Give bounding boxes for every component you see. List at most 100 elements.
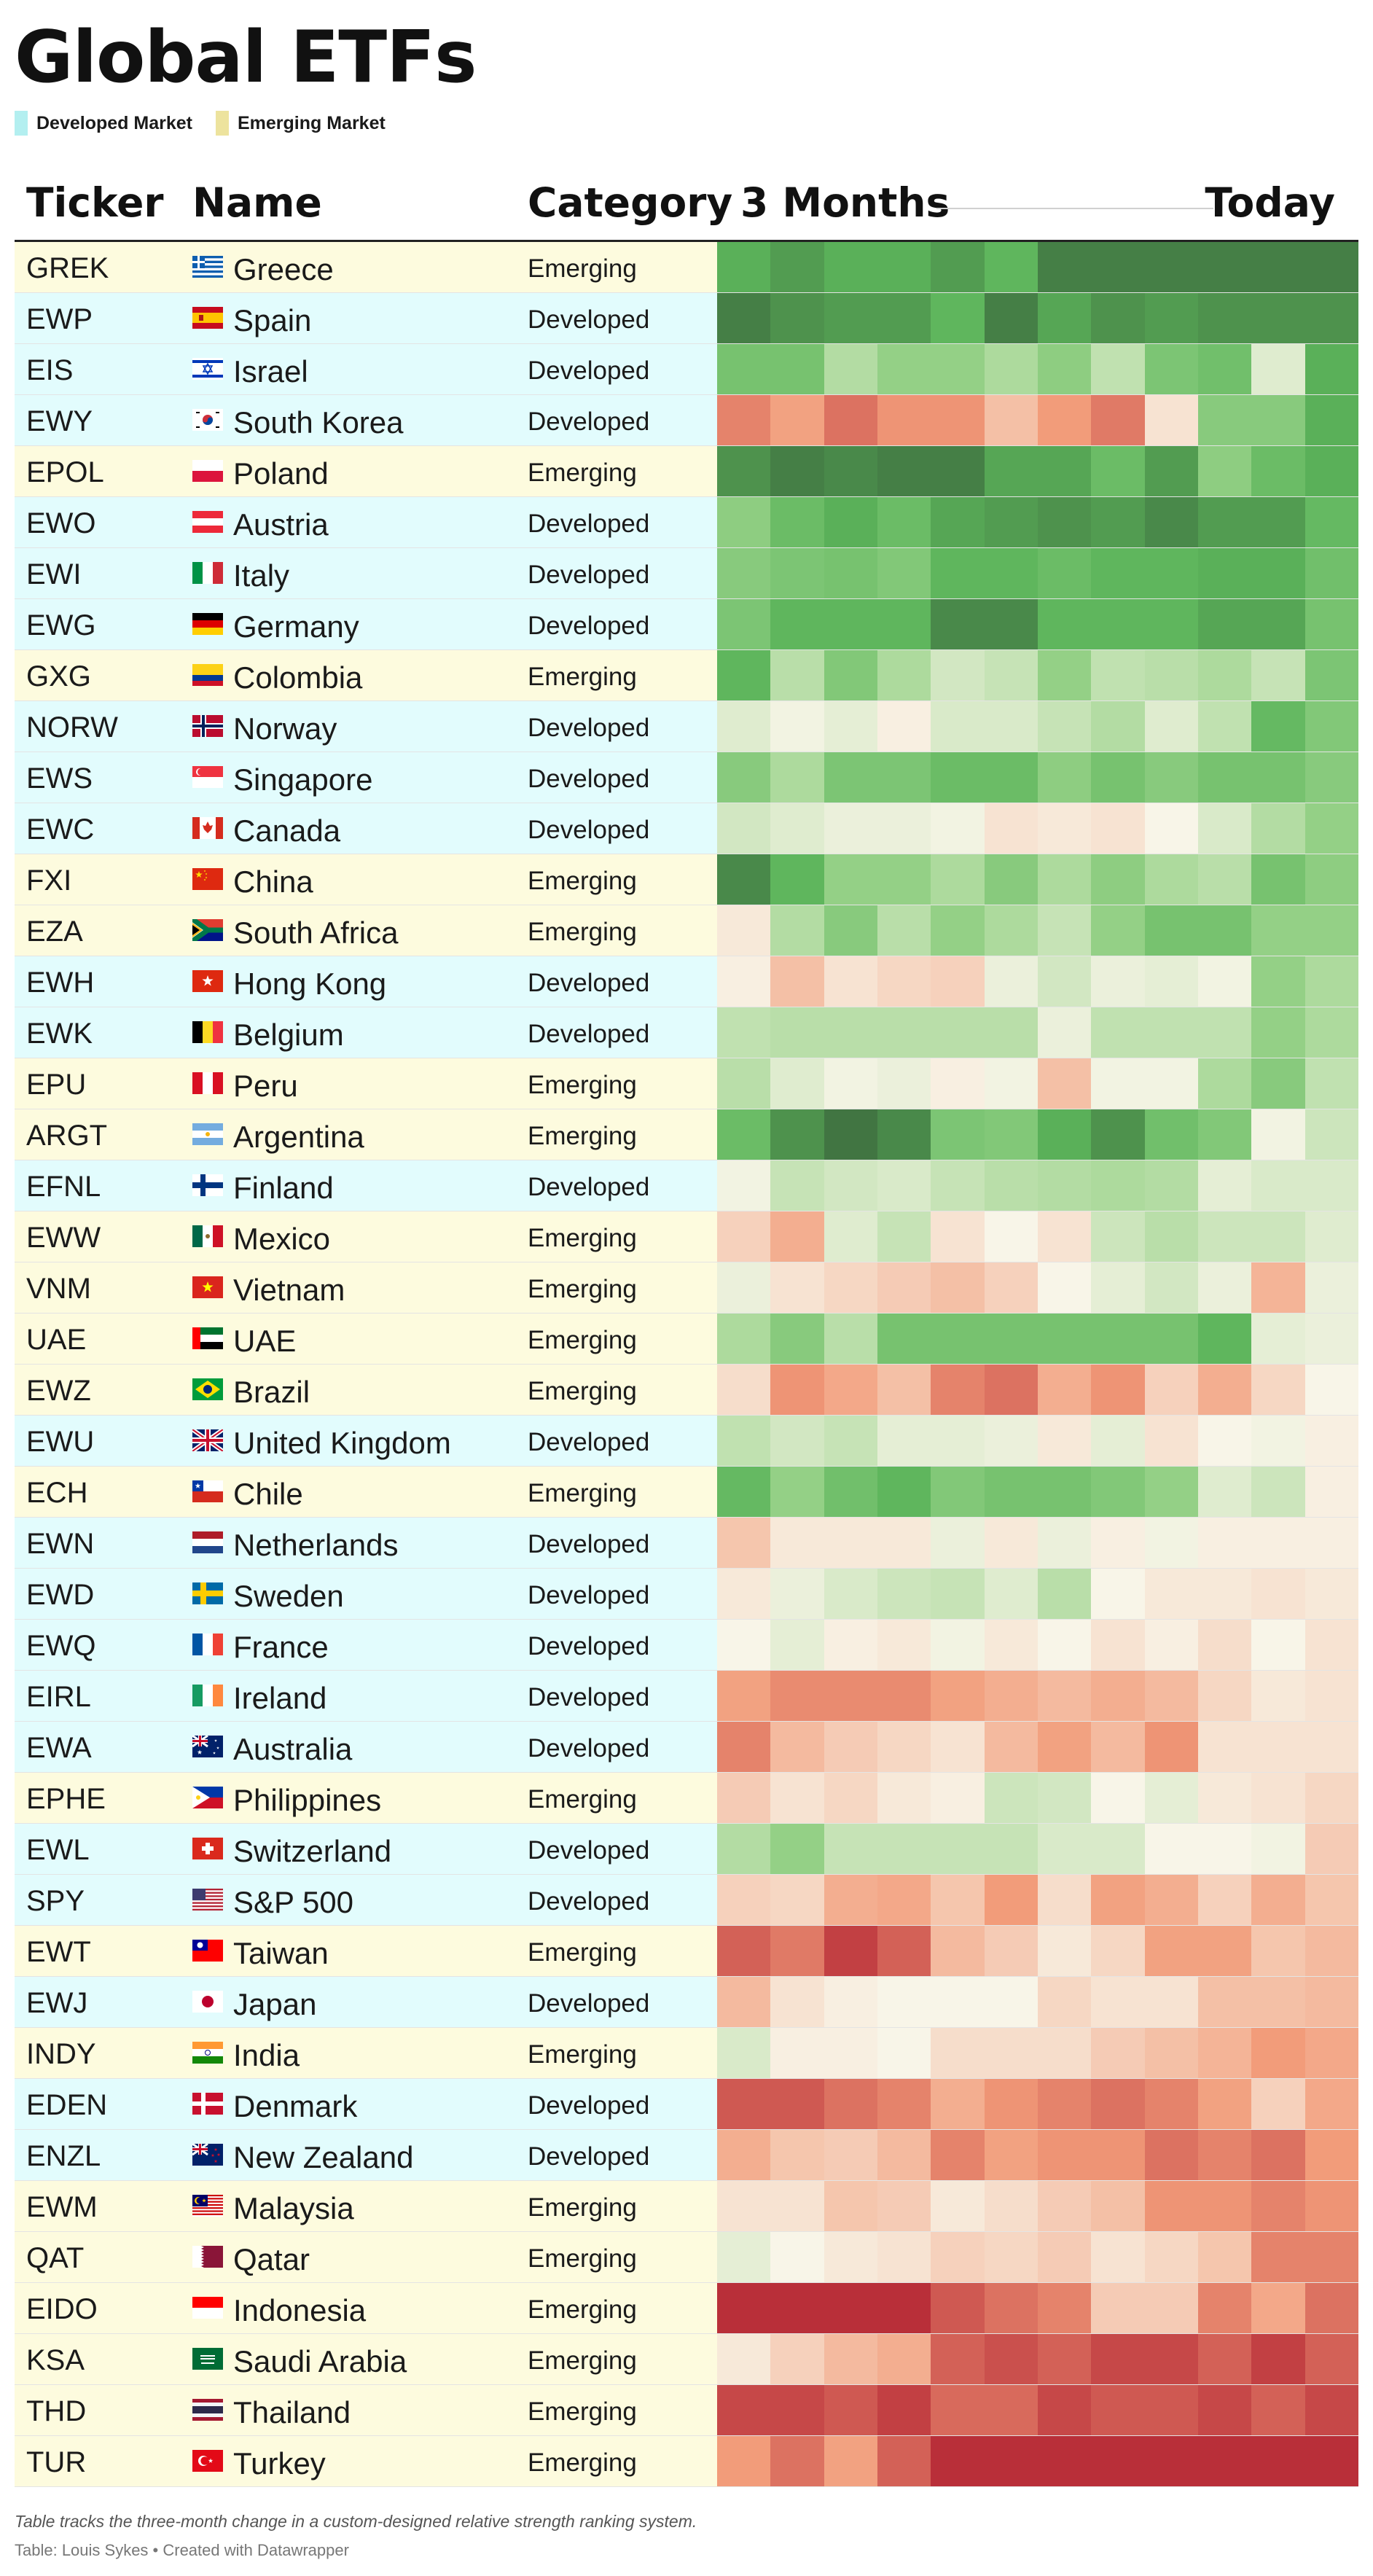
heatmap-cell	[1144, 1365, 1198, 1415]
heatmap-cell	[717, 854, 771, 905]
heatmap-cell	[1251, 1620, 1305, 1670]
row-background	[15, 2079, 717, 2129]
row-background	[15, 1977, 717, 2027]
qa-flag-icon	[192, 2246, 223, 2268]
legend-label-emerging: Emerging Market	[237, 112, 386, 133]
category-cell: Emerging	[528, 1785, 637, 1814]
heatmap-cell	[824, 1160, 877, 1211]
heatmap-cell	[931, 2385, 985, 2435]
category-cell: Developed	[528, 1887, 650, 1916]
table-row: EWA Australia Developed	[15, 1722, 1358, 1773]
heatmap-cell	[1091, 2232, 1145, 2282]
heatmap-cell	[1091, 1518, 1145, 1568]
ticker-cell: EWW	[26, 1222, 101, 1254]
heatmap-cell	[877, 1773, 931, 1823]
heatmap-row	[717, 395, 1358, 445]
nz-flag-icon	[192, 2144, 223, 2166]
heatmap-cell	[770, 2232, 824, 2282]
ticker-cell: QAT	[26, 2242, 85, 2274]
heatmap-cell	[877, 1824, 931, 1874]
heatmap-row	[717, 2385, 1358, 2435]
heatmap-cell	[984, 1058, 1038, 1109]
name-cell: Argentina	[233, 1120, 364, 1154]
table-row: EWL Switzerland Developed	[15, 1824, 1358, 1875]
pe-flag-icon	[192, 1072, 223, 1094]
heatmap-cell	[1091, 1211, 1145, 1262]
de-flag-icon	[192, 613, 223, 635]
heatmap-cell	[1304, 293, 1358, 343]
heatmap-cell	[931, 1416, 985, 1466]
heatmap-cell	[984, 803, 1038, 854]
heatmap-cell	[1304, 2130, 1358, 2180]
heatmap-cell	[1197, 1160, 1252, 1211]
table-row: EPHE Philippines Emerging	[15, 1773, 1358, 1824]
heatmap-cell	[931, 293, 985, 343]
heatmap-cell	[877, 497, 931, 547]
heatmap-cell	[1144, 2181, 1198, 2231]
heatmap-cell	[984, 344, 1038, 394]
category-cell: Emerging	[528, 1275, 637, 1303]
heatmap-cell	[877, 1262, 931, 1313]
heatmap-cell	[1037, 2232, 1092, 2282]
heatmap-cell	[931, 854, 985, 905]
heatmap-cell	[984, 497, 1038, 547]
name-cell: Brazil	[233, 1375, 310, 1409]
se-flag-icon	[192, 1582, 223, 1604]
category-cell: Developed	[528, 1734, 650, 1763]
heatmap-cell	[1304, 1467, 1358, 1517]
heatmap-cell	[984, 1977, 1038, 2027]
heatmap-cell	[1304, 2181, 1358, 2231]
heatmap-cell	[1091, 1824, 1145, 1874]
table-row: GREK Greece Emerging	[15, 242, 1358, 293]
heatmap-cell	[1251, 1211, 1305, 1262]
heatmap-cell	[984, 956, 1038, 1007]
heatmap-cell	[984, 1518, 1038, 1568]
heatmap-cell	[1251, 1518, 1305, 1568]
row-background	[15, 2334, 717, 2384]
heatmap-cell	[1144, 1875, 1198, 1925]
heatmap-cell	[824, 446, 877, 496]
ticker-cell: EPU	[26, 1069, 87, 1101]
table-row: EWK Belgium Developed	[15, 1007, 1358, 1058]
heatmap-cell	[717, 293, 771, 343]
table-row: EWU United Kingdom Developed	[15, 1416, 1358, 1467]
heatmap-cell	[1197, 293, 1252, 343]
heatmap-cell	[717, 2028, 771, 2078]
heatmap-cell	[1037, 1773, 1092, 1823]
heatmap-cell	[1197, 2334, 1252, 2384]
heatmap-cell	[877, 293, 931, 343]
category-cell: Developed	[528, 1530, 650, 1558]
heatmap-cell	[1091, 1569, 1145, 1619]
row-background	[15, 956, 717, 1007]
heatmap-cell	[877, 1416, 931, 1466]
heatmap-cell	[1091, 2334, 1145, 2384]
category-cell: Developed	[528, 714, 650, 742]
heatmap-cell	[877, 1314, 931, 1364]
heatmap-cell	[770, 1109, 824, 1160]
heatmap-cell	[931, 1058, 985, 1109]
heatmap-cell	[1091, 1671, 1145, 1721]
row-background	[15, 1722, 717, 1772]
heatmap-cell	[1251, 2385, 1305, 2435]
category-cell: Emerging	[528, 1938, 637, 1967]
heatmap-cell	[984, 1467, 1038, 1517]
heatmap-cell	[1251, 2283, 1305, 2333]
heatmap-cell	[1091, 752, 1145, 803]
name-cell: Spain	[233, 303, 312, 337]
heatmap-cell	[1304, 854, 1358, 905]
heatmap-cell	[717, 2181, 771, 2231]
heatmap-row	[717, 956, 1358, 1007]
heatmap-cell	[1251, 497, 1305, 547]
ticker-cell: EWQ	[26, 1630, 96, 1662]
category-cell: Developed	[528, 2142, 650, 2171]
heatmap-cell	[984, 2130, 1038, 2180]
table-body: GREK Greece Emerging EWP Spain Developed EIS Is…	[15, 242, 1358, 2487]
heatmap-cell	[770, 1824, 824, 1874]
heatmap-cell	[877, 599, 931, 649]
heatmap-cell	[931, 1211, 985, 1262]
heatmap-cell	[984, 1671, 1038, 1721]
ticker-cell: EWN	[26, 1528, 95, 1560]
mx-flag-icon	[192, 1225, 223, 1247]
heatmap-cell	[824, 1620, 877, 1670]
heatmap-cell	[1197, 1314, 1252, 1364]
